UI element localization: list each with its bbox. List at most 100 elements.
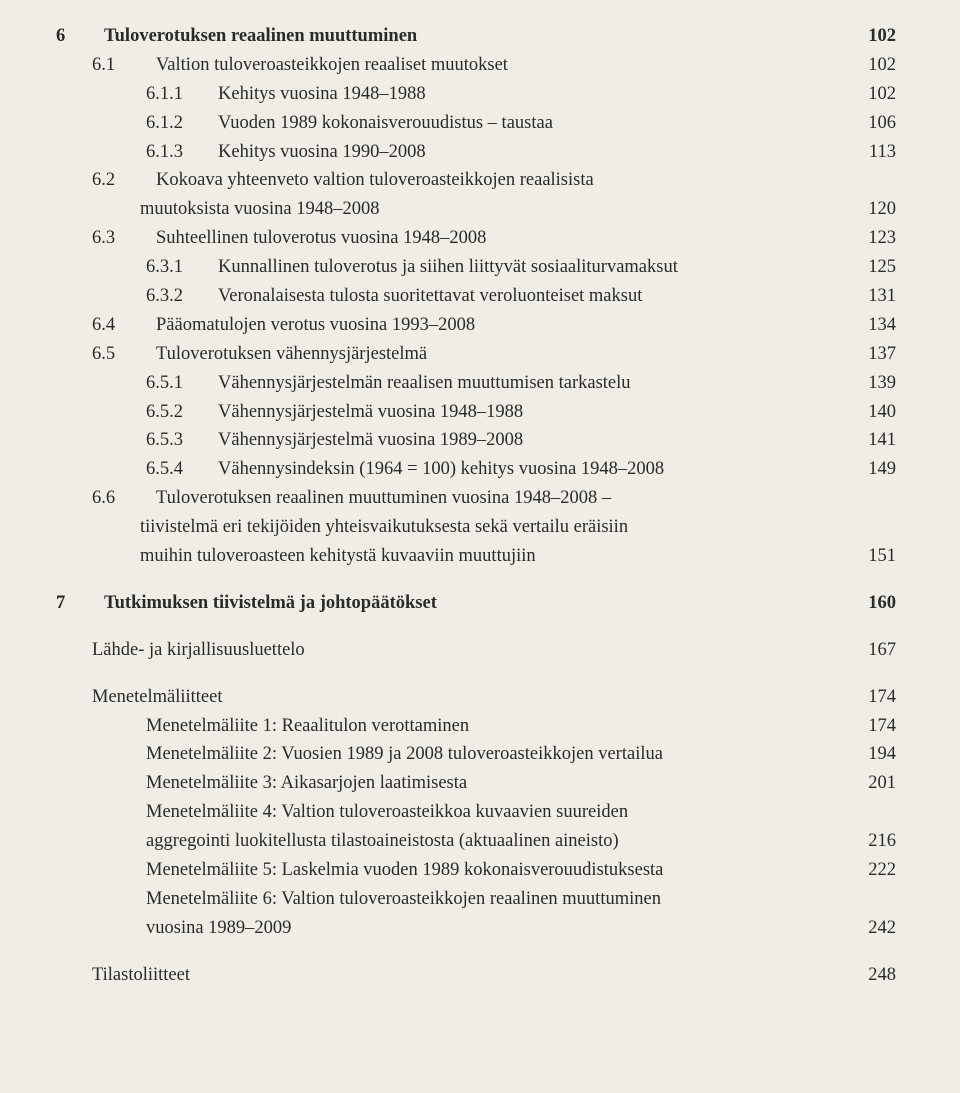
toc-entry: Menetelmäliite 2: Vuosien 1989 ja 2008 t… (56, 742, 896, 768)
toc-entry: tiivistelmä eri tekijöiden yhteisvaikutu… (56, 515, 896, 541)
toc-entry: 6.2Kokoava yhteenveto valtion tuloveroas… (56, 168, 896, 194)
toc-entry: 6.1.3Kehitys vuosina 1990–2008113 (56, 140, 896, 166)
toc-page-number: 102 (856, 24, 896, 50)
toc-number: 6.5.1 (146, 371, 218, 397)
toc-entry: 6.3Suhteellinen tuloverotus vuosina 1948… (56, 226, 896, 252)
toc-number: 6.4 (92, 313, 156, 339)
toc-page-number: 125 (856, 255, 896, 281)
toc-title: Menetelmäliite 5: Laskelmia vuoden 1989 … (146, 858, 856, 884)
toc-title: Kokoava yhteenveto valtion tuloveroastei… (156, 168, 856, 194)
toc-page-number: 137 (856, 342, 896, 368)
toc-page: 6 Tuloverotuksen reaalinen muuttuminen 1… (0, 0, 960, 1016)
toc-entry: 6.5.3Vähennysjärjestelmä vuosina 1989–20… (56, 428, 896, 454)
toc-number: 6.1 (92, 53, 156, 79)
toc-title: Tuloverotuksen reaalinen muuttuminen (104, 24, 856, 50)
toc-page-number: 102 (856, 53, 896, 79)
toc-title: muutoksista vuosina 1948–2008 (140, 197, 856, 223)
toc-number: 6.3.1 (146, 255, 218, 281)
toc-title: Kunnallinen tuloverotus ja siihen liitty… (218, 255, 856, 281)
toc-page-number: 222 (856, 858, 896, 884)
toc-page-number: 139 (856, 371, 896, 397)
toc-page-number: 167 (856, 638, 896, 664)
toc-number: 6.5.4 (146, 457, 218, 483)
toc-title: Suhteellinen tuloverotus vuosina 1948–20… (156, 226, 856, 252)
toc-page-number: 149 (856, 457, 896, 483)
toc-title: Pääomatulojen verotus vuosina 1993–2008 (156, 313, 856, 339)
toc-entry: vuosina 1989–2009242 (56, 916, 896, 942)
toc-entry: 6.4Pääomatulojen verotus vuosina 1993–20… (56, 313, 896, 339)
toc-entry: 6.1.1Kehitys vuosina 1948–1988102 (56, 82, 896, 108)
toc-entry: 6.1.2Vuoden 1989 kokonaisverouudistus – … (56, 111, 896, 137)
toc-entry: muihin tuloveroasteen kehitystä kuvaavii… (56, 544, 896, 570)
toc-title: vuosina 1989–2009 (146, 916, 856, 942)
toc-page-number: 123 (856, 226, 896, 252)
toc-title: Menetelmäliite 6: Valtion tuloveroasteik… (146, 887, 856, 913)
toc-page-number: 106 (856, 111, 896, 137)
toc-entry: Menetelmäliite 5: Laskelmia vuoden 1989 … (56, 858, 896, 884)
toc-title: Veronalaisesta tulosta suoritettavat ver… (218, 284, 856, 310)
toc-title: Lähde- ja kirjallisuusluettelo (92, 638, 856, 664)
toc-chapter-7: 7 Tutkimuksen tiivistelmä ja johtopäätök… (56, 591, 896, 617)
toc-page-number: 194 (856, 742, 896, 768)
toc-title: Vähennysjärjestelmä vuosina 1989–2008 (218, 428, 856, 454)
toc-page-number: 140 (856, 400, 896, 426)
toc-page-number: 248 (856, 963, 896, 989)
toc-chapter-6: 6 Tuloverotuksen reaalinen muuttuminen 1… (56, 24, 896, 50)
toc-title: Tutkimuksen tiivistelmä ja johtopäätökse… (104, 591, 856, 617)
toc-entry: Menetelmäliite 6: Valtion tuloveroasteik… (56, 887, 896, 913)
toc-entry: 6.3.1Kunnallinen tuloverotus ja siihen l… (56, 255, 896, 281)
toc-entry: aggregointi luokitellusta tilastoaineist… (56, 829, 896, 855)
toc-title: Tuloverotuksen vähennysjärjestelmä (156, 342, 856, 368)
toc-title: Kehitys vuosina 1990–2008 (218, 140, 856, 166)
toc-number: 6.3 (92, 226, 156, 252)
toc-entry: Menetelmäliite 1: Reaalitulon verottamin… (56, 714, 896, 740)
toc-number: 6.2 (92, 168, 156, 194)
toc-number: 6 (56, 24, 104, 50)
toc-page-number: 174 (856, 685, 896, 711)
toc-title: Menetelmäliite 3: Aikasarjojen laatimise… (146, 771, 856, 797)
toc-title: Vuoden 1989 kokonaisverouudistus – taust… (218, 111, 856, 137)
toc-entry: Menetelmäliite 4: Valtion tuloveroasteik… (56, 800, 896, 826)
toc-title: Vähennysjärjestelmä vuosina 1948–1988 (218, 400, 856, 426)
toc-page-number: 201 (856, 771, 896, 797)
toc-page-number: 134 (856, 313, 896, 339)
toc-page-number: 242 (856, 916, 896, 942)
toc-page-number: 120 (856, 197, 896, 223)
toc-title: Menetelmäliite 1: Reaalitulon verottamin… (146, 714, 856, 740)
toc-title: Vähennysjärjestelmän reaalisen muuttumis… (218, 371, 856, 397)
toc-title: Tilastoliitteet (92, 963, 856, 989)
toc-page-number: 141 (856, 428, 896, 454)
toc-entry: 6.1Valtion tuloveroasteikkojen reaaliset… (56, 53, 896, 79)
toc-number: 6.1.1 (146, 82, 218, 108)
toc-page-number: 151 (856, 544, 896, 570)
toc-entry: Menetelmäliite 3: Aikasarjojen laatimise… (56, 771, 896, 797)
toc-title: Menetelmäliite 4: Valtion tuloveroasteik… (146, 800, 856, 826)
toc-number: 6.6 (92, 486, 156, 512)
toc-page-number: 131 (856, 284, 896, 310)
toc-number: 6.5.2 (146, 400, 218, 426)
toc-page-number: 160 (856, 591, 896, 617)
toc-entry: 6.5Tuloverotuksen vähennysjärjestelmä137 (56, 342, 896, 368)
toc-title: Vähennysindeksin (1964 = 100) kehitys vu… (218, 457, 856, 483)
toc-method-appendix-header: Menetelmäliitteet 174 (56, 685, 896, 711)
toc-entry: muutoksista vuosina 1948–2008120 (56, 197, 896, 223)
toc-title: Menetelmäliite 2: Vuosien 1989 ja 2008 t… (146, 742, 856, 768)
toc-number: 6.1.3 (146, 140, 218, 166)
toc-title: tiivistelmä eri tekijöiden yhteisvaikutu… (140, 515, 856, 541)
toc-entry: 6.5.1Vähennysjärjestelmän reaalisen muut… (56, 371, 896, 397)
toc-title: Valtion tuloveroasteikkojen reaaliset mu… (156, 53, 856, 79)
toc-page-number: 216 (856, 829, 896, 855)
toc-number: 6.5.3 (146, 428, 218, 454)
toc-title: Menetelmäliitteet (92, 685, 856, 711)
toc-page-number: 102 (856, 82, 896, 108)
toc-number: 6.3.2 (146, 284, 218, 310)
toc-number: 7 (56, 591, 104, 617)
toc-title: muihin tuloveroasteen kehitystä kuvaavii… (140, 544, 856, 570)
toc-entry: 6.3.2Veronalaisesta tulosta suoritettava… (56, 284, 896, 310)
toc-page-number: 174 (856, 714, 896, 740)
toc-sources: Lähde- ja kirjallisuusluettelo 167 (56, 638, 896, 664)
toc-stat-appendix: Tilastoliitteet 248 (56, 963, 896, 989)
toc-number: 6.1.2 (146, 111, 218, 137)
toc-number: 6.5 (92, 342, 156, 368)
toc-page-number: 113 (856, 140, 896, 166)
